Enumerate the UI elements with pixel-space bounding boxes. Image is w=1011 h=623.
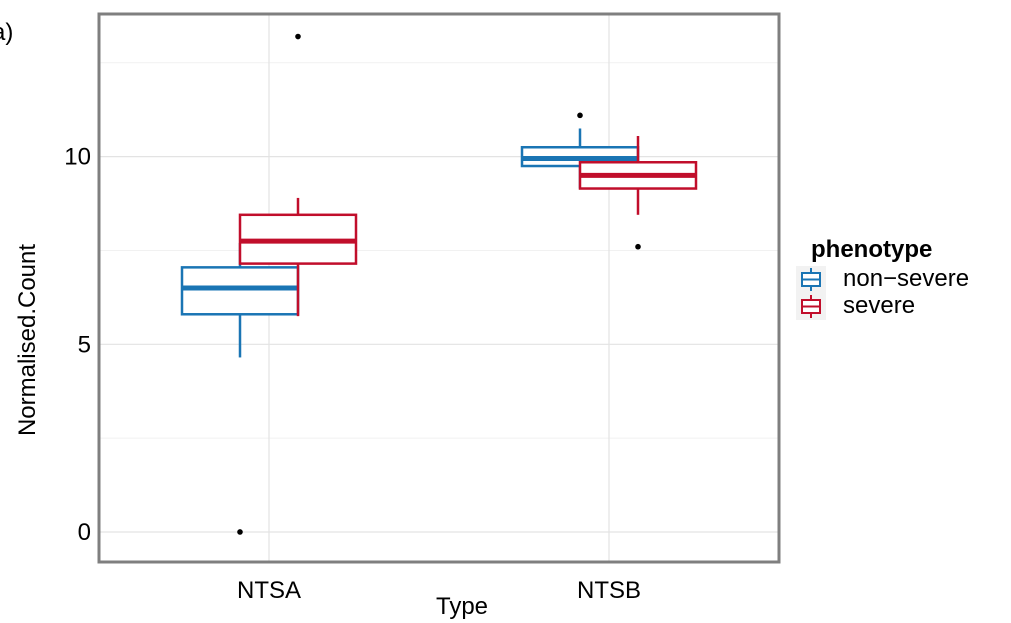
legend-label-0: non−severe <box>843 265 969 292</box>
legend-title: phenotype <box>811 236 932 263</box>
y-tick-label: 5 <box>78 331 91 358</box>
box-NTSA-0 <box>180 242 300 535</box>
legend-label-1: severe <box>843 292 915 319</box>
outlier-point <box>295 33 301 40</box>
outlier-point <box>237 529 243 535</box>
grid-lines <box>99 14 779 562</box>
box-body <box>180 266 300 316</box>
x-tick-label: NTSA <box>237 577 301 604</box>
box-NTSB-1 <box>578 135 698 250</box>
box-plot-marks <box>180 33 698 535</box>
y-tick-label: 0 <box>78 519 91 546</box>
panel-label: a) <box>0 19 13 46</box>
box-NTSA-1 <box>238 33 358 317</box>
y-axis-ticks: 0 5 10 <box>64 144 91 546</box>
outlier-point <box>577 112 583 119</box>
legend-key-0 <box>796 266 826 293</box>
plot-panel-border <box>97 12 781 564</box>
y-tick-label: 10 <box>64 144 91 171</box>
x-tick-label: NTSB <box>577 577 641 604</box>
legend-key-1 <box>796 293 826 320</box>
outlier-point <box>635 243 641 250</box>
y-axis-title: Normalised.Count <box>14 244 41 436</box>
x-axis-ticks: NTSA NTSB <box>237 577 641 604</box>
x-axis-title: Type <box>436 593 488 620</box>
